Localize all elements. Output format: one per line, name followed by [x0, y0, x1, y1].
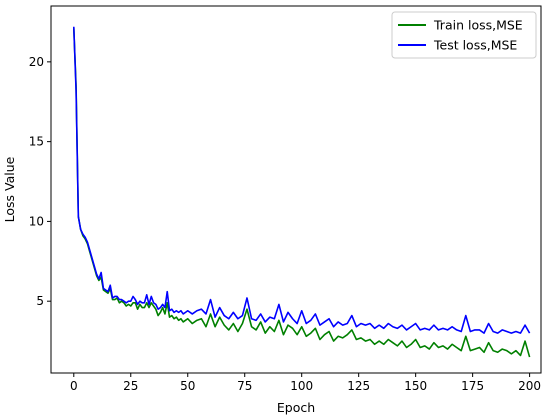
x-tick-label: 125	[347, 379, 370, 393]
x-tick-label: 100	[290, 379, 313, 393]
legend-box	[391, 11, 537, 59]
x-tick-label: 150	[404, 379, 427, 393]
x-tick-label: 200	[518, 379, 541, 393]
x-axis-label: Epoch	[277, 400, 315, 415]
y-axis: 5 10 15 20	[29, 55, 51, 308]
series-layer	[72, 26, 531, 358]
y-tick-label: 5	[36, 294, 44, 308]
plot-frame	[50, 5, 542, 374]
x-tick-label: 50	[180, 379, 195, 393]
y-tick-label: 10	[29, 214, 44, 228]
x-axis: 0 25 50 75 100 125 150 175 200	[70, 373, 541, 393]
y-axis-label: Loss Value	[2, 156, 17, 222]
y-tick-label: 20	[29, 55, 44, 69]
x-tick-label: 0	[70, 379, 78, 393]
x-tick-label: 25	[123, 379, 138, 393]
series-line-1	[72, 26, 531, 334]
series-line-0	[72, 28, 531, 358]
x-tick-label: 175	[461, 379, 484, 393]
legend-label-train: Train loss,MSE	[433, 18, 523, 33]
x-tick-label: 75	[237, 379, 252, 393]
legend-label-test: Test loss,MSE	[433, 38, 517, 53]
y-tick-label: 15	[29, 135, 44, 149]
legend: Train loss,MSE Test loss,MSE	[391, 11, 537, 59]
